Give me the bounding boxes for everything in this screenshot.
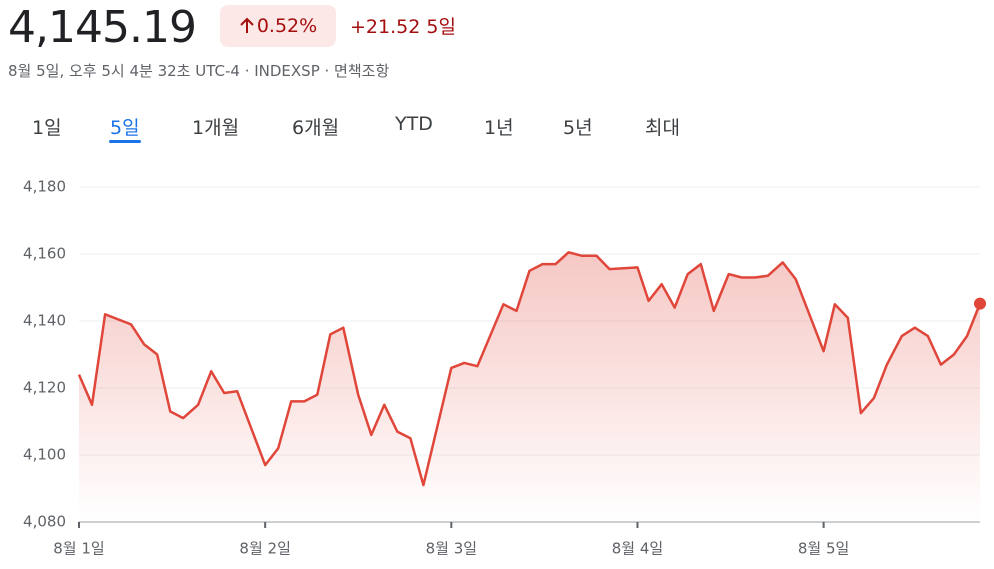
y-tick-label: 4,140 [23, 312, 66, 330]
x-tick-label: 8월 5일 [798, 540, 849, 558]
period: 5일 [426, 16, 456, 38]
y-tick-label: 4,080 [23, 513, 66, 531]
y-tick-label: 4,180 [23, 178, 66, 196]
x-tick-label: 8월 4일 [612, 540, 663, 558]
y-tick-label: 4,120 [23, 379, 66, 397]
area-fill [79, 252, 980, 523]
x-tick-label: 8월 3일 [426, 540, 477, 558]
change-percent: 0.52% [256, 15, 318, 37]
price-line [77, 251, 982, 487]
y-tick-label: 4,160 [23, 245, 66, 263]
last-point [974, 297, 986, 310]
x-tick-label: 8월 1일 [53, 540, 104, 558]
change: +21.52 5일 [350, 12, 456, 39]
range-tab[interactable]: 6개월 [292, 117, 340, 139]
subtitle: 8월 5일, 오후 5시 4분 32초 UTC-4 · INDEXSP · 면책… [8, 62, 390, 80]
range-tab[interactable]: YTD [395, 113, 433, 135]
range-tab[interactable]: 1년 [484, 117, 514, 139]
range-tab[interactable]: 최대 [645, 117, 680, 139]
tab-underline [109, 140, 141, 143]
change-value: +21.52 [350, 16, 421, 38]
range-tab[interactable]: 5일 [110, 117, 140, 139]
up-arrow [240, 17, 254, 33]
range-tab[interactable]: 5년 [563, 117, 593, 139]
chart: 4,080 4,100 4,120 4,140 4,160 4,180 8월 1일 8월 2일… [23, 178, 986, 558]
range-tab[interactable]: 1개월 [192, 117, 240, 139]
x-tick-label: 8월 2일 [239, 540, 290, 558]
change-badge: 0.52% [220, 5, 336, 47]
y-tick-label: 4,100 [23, 446, 66, 464]
range-tab[interactable]: 1일 [32, 117, 62, 139]
price: 4,145.19 [8, 2, 197, 53]
